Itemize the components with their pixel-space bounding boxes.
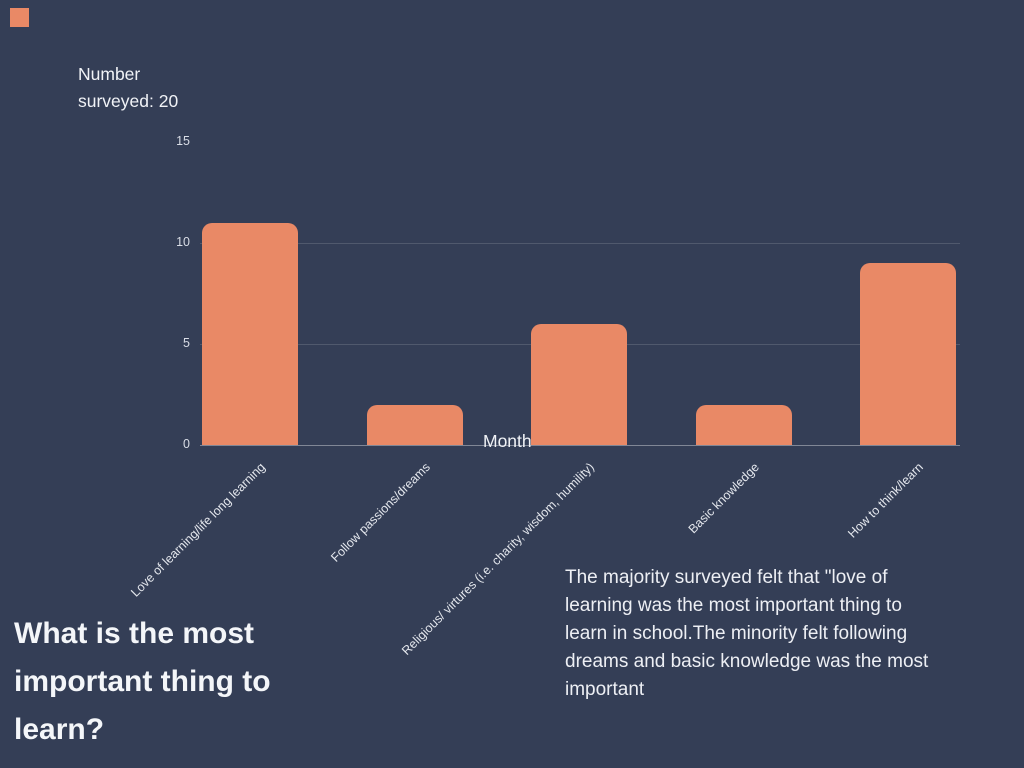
y-axis-tick-label: 15 (176, 134, 190, 148)
bar (695, 404, 792, 445)
summary-text: The majority surveyed felt that "love of… (565, 567, 929, 700)
bar (202, 222, 298, 445)
y-axis-tick-label: 0 (183, 437, 190, 451)
y-axis-tick-label: 10 (176, 235, 190, 249)
slide-title: What is the most important thing to lear… (14, 617, 271, 746)
gridline (200, 243, 960, 244)
x-axis-line (200, 445, 960, 446)
bar (860, 263, 956, 445)
surveyed-note: Number surveyed: 20 (78, 64, 179, 111)
x-axis-title: Month (483, 431, 532, 451)
bar (366, 404, 463, 445)
bar (531, 323, 627, 445)
y-axis-tick-label: 5 (183, 336, 190, 350)
accent-square-icon (10, 8, 29, 27)
